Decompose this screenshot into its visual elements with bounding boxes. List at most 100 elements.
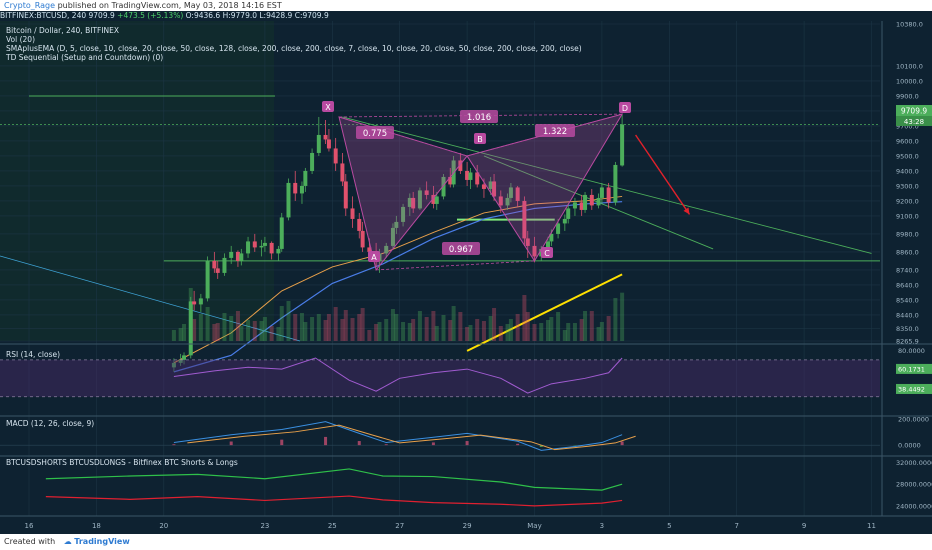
candle-body <box>212 260 217 269</box>
volume-bar <box>515 314 520 341</box>
volume-bar <box>205 307 210 341</box>
last-price: 9709.9 <box>88 11 115 20</box>
volume-bar <box>481 321 486 341</box>
candle-body <box>556 223 561 234</box>
volume-bar <box>431 311 436 341</box>
tradingview-logo-icon: ☁ <box>63 537 72 546</box>
price-chart[interactable]: 80.0000 60.1731 38.4492 200.0000 0.0000 32000… <box>0 21 932 534</box>
price-change: +473.5 (+5.13%) <box>117 11 184 20</box>
candle-body <box>599 187 604 198</box>
candle-body <box>441 176 446 197</box>
candle-body <box>481 184 486 189</box>
candle-body <box>515 187 520 201</box>
volume-bar <box>279 306 284 341</box>
macd-tick-200: 200.0000 <box>898 416 929 424</box>
sl-tick-28000: 28000.0000 <box>896 481 932 489</box>
price-tick-label: 9200.0 <box>896 197 919 205</box>
volume-bar <box>377 322 382 341</box>
volume-bar <box>468 325 473 341</box>
footer-bar: Created with ☁ TradingView <box>0 534 932 550</box>
candle-body <box>394 221 399 228</box>
candle-body <box>390 227 395 246</box>
price-tick-label: 9400.0 <box>896 167 919 175</box>
volume-bar <box>286 301 291 341</box>
volume-bar <box>252 321 257 341</box>
time-tick-label: 18 <box>92 522 101 530</box>
volume-bar <box>539 323 544 341</box>
candle-body <box>303 170 308 186</box>
volume-bar <box>620 292 625 341</box>
volume-bar <box>465 327 470 341</box>
candle-body <box>448 176 453 185</box>
macd-histogram-bar <box>324 436 328 446</box>
macd-histogram-bar <box>431 442 435 446</box>
price-tick-label: 10000.0 <box>896 77 923 85</box>
symbol-info-bar: BITFINEX:BTCUSD, 240 9709.9 +473.5 (+5.1… <box>0 11 932 21</box>
price-tick-label: 9700.0 <box>896 122 919 130</box>
macd-label: MACD (12, 26, close, 9) <box>6 419 94 428</box>
time-tick-label: 5 <box>667 522 671 530</box>
macd-tick-0: 0.0000 <box>898 442 921 450</box>
price-tick-label: 8265.9 <box>896 338 919 346</box>
candle-body <box>198 298 203 305</box>
candle-body <box>583 194 588 210</box>
candle-body <box>434 196 439 204</box>
candle-body <box>205 260 210 299</box>
label-b: B <box>477 135 483 144</box>
ratio-xd-text: 1.016 <box>467 113 491 123</box>
time-tick-label: 9 <box>802 522 806 530</box>
time-tick-label: 7 <box>734 522 738 530</box>
volume-bar <box>367 330 372 341</box>
candle-body <box>229 251 234 258</box>
price-tick-label: 9100.0 <box>896 212 919 220</box>
macd-signal-line <box>187 424 636 451</box>
candle-body <box>424 190 429 195</box>
rsi-tick-38: 38.4492 <box>898 385 925 393</box>
candle-body <box>333 148 338 164</box>
pattern-point-b: B <box>474 133 486 144</box>
volume-bar <box>589 311 594 341</box>
ma-blue-line <box>173 201 623 373</box>
candle-body <box>367 247 372 252</box>
blue-diagonal-line <box>0 255 301 342</box>
candle-body <box>562 218 567 224</box>
volume-bar <box>562 330 567 341</box>
red-arrow-head-icon <box>683 207 690 215</box>
pattern-point-d: D <box>619 102 631 113</box>
candle-body <box>188 301 193 356</box>
price-tick-label: 8980.0 <box>896 230 919 238</box>
volume-bar <box>222 313 227 341</box>
volume-bar <box>357 314 362 341</box>
author-link[interactable]: Crypto_Rage <box>4 1 56 10</box>
price-tick-label: 8860.0 <box>896 248 919 256</box>
candle-body <box>465 170 470 180</box>
macd-histogram-bar <box>384 444 388 446</box>
label-c: C <box>544 249 550 258</box>
candle-body <box>246 241 251 254</box>
rsi-band <box>0 359 880 397</box>
candle-body <box>182 355 187 360</box>
label-a: A <box>371 253 377 262</box>
price-tick-label: 10100.0 <box>896 62 923 70</box>
volume-bar <box>583 311 588 341</box>
volume-bar <box>269 326 274 341</box>
tradingview-brand[interactable]: TradingView <box>74 537 130 546</box>
time-tick-label: 27 <box>395 522 404 530</box>
longs-line <box>45 468 623 491</box>
volume-bar <box>556 312 561 341</box>
macd-histogram-bar <box>229 441 233 446</box>
candle-body <box>606 187 611 203</box>
candle-body <box>589 194 594 206</box>
candle-body <box>171 362 176 368</box>
volume-bar <box>451 306 456 341</box>
volume-bar <box>401 322 406 341</box>
candle-body <box>384 245 389 254</box>
volume-bar <box>198 314 203 341</box>
volume-bar <box>171 330 176 341</box>
volume-bar <box>424 317 429 341</box>
macd-histogram-bar <box>172 444 176 446</box>
candle-body <box>269 242 274 254</box>
candle-body <box>276 248 281 254</box>
volume-bar <box>360 308 365 341</box>
candle-body <box>458 160 463 171</box>
